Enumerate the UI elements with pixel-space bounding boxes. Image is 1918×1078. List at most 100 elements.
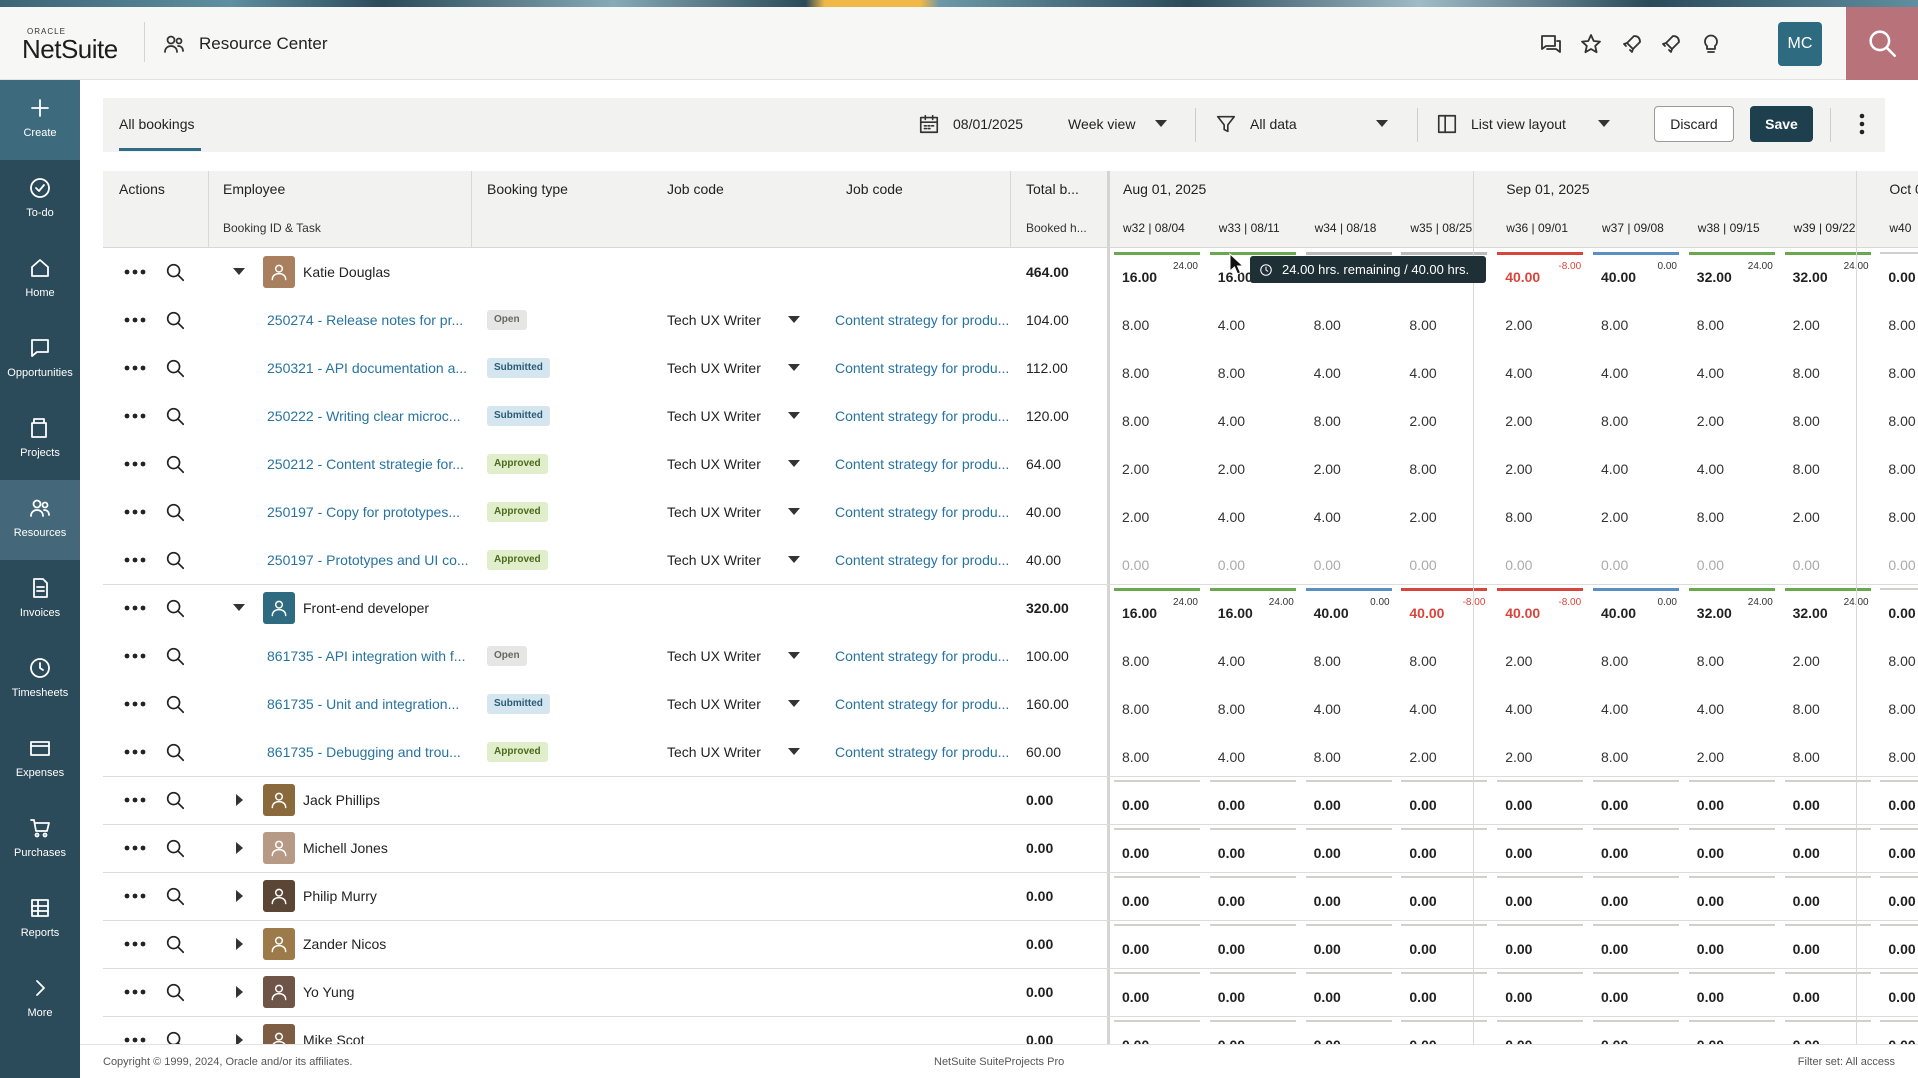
cell-value[interactable]: 4.00 [1313,365,1341,381]
more-actions[interactable] [123,604,147,612]
search-row[interactable] [164,357,186,379]
cell-value[interactable]: 0.00 [1601,557,1629,573]
job-code[interactable]: Content strategy for produ... [835,504,1010,520]
cell-value[interactable]: 4.00 [1409,701,1437,717]
cell-value[interactable]: 8.00 [1888,749,1916,765]
cell-value[interactable]: 8.00 [1217,365,1246,381]
booking-task[interactable]: 861735 - API integration with f... [267,648,466,664]
more-actions[interactable] [123,508,147,516]
employee-name[interactable]: Yo Yung [303,984,355,1000]
nav-icon[interactable] [28,176,52,200]
filter-select[interactable]: All data [1250,116,1297,132]
cell-value[interactable]: 8.00 [1888,461,1916,477]
cell-value[interactable]: 4.00 [1313,701,1341,717]
layout-select[interactable]: List view layout [1471,116,1566,132]
job-code[interactable]: Content strategy for produ... [835,696,1010,712]
cell-value[interactable]: 4.00 [1217,509,1246,525]
job-code[interactable]: Content strategy for produ... [835,456,1010,472]
cell-value[interactable]: 0.00 [1122,557,1150,573]
caret[interactable] [233,268,245,275]
cell-value[interactable]: 8.00 [1601,317,1629,333]
more-actions[interactable] [123,556,147,564]
search-row[interactable] [164,261,186,283]
cell-value[interactable]: 2.00 [1409,413,1437,429]
cell-value[interactable]: 4.00 [1217,749,1246,765]
nav-label[interactable]: Home [25,287,55,299]
nav-label[interactable]: Resources [13,527,67,539]
nav-icon[interactable] [28,816,52,840]
booking-task[interactable]: 250212 - Content strategie for... [267,456,464,472]
cell-value[interactable]: 0.00 [1888,557,1916,573]
booking-task[interactable]: 250197 - Prototypes and UI co... [267,552,469,568]
cell-value[interactable]: 2.00 [1696,413,1725,429]
cell-value[interactable]: 0.00 [1696,557,1725,573]
cell-value[interactable]: 4.00 [1601,461,1629,477]
more-actions[interactable] [123,460,147,468]
nav-icon[interactable] [28,736,52,760]
cell-value[interactable]: 0.00 [1217,557,1246,573]
discard-button[interactable]: Discard [1654,106,1734,142]
more-actions[interactable] [123,892,147,900]
booking-task[interactable]: 250274 - Release notes for pr... [267,312,464,328]
cell-value[interactable]: 2.00 [1217,461,1246,477]
caret[interactable] [788,748,800,755]
nav-label[interactable]: Reports [20,927,60,939]
cell-value[interactable]: 8.00 [1313,413,1341,429]
cell-value[interactable]: 0.00 [1792,557,1820,573]
nav-icon[interactable] [28,496,52,520]
cell-value[interactable]: 8.00 [1601,413,1629,429]
job-code[interactable]: Content strategy for produ... [835,408,1010,424]
search-row[interactable] [164,453,186,475]
cell-value[interactable]: 8.00 [1122,701,1150,717]
caret[interactable] [1598,120,1610,127]
nav-label[interactable]: To-do [26,207,54,219]
cell-value[interactable]: 2.00 [1792,653,1820,669]
save-button[interactable]: Save [1750,106,1813,142]
nav-label[interactable]: Opportunities [7,367,73,379]
employee-name[interactable]: Jack Phillips [303,792,381,808]
cell-value[interactable]: 8.00 [1792,701,1820,717]
caret[interactable] [788,364,800,371]
booking-task[interactable]: 861735 - Unit and integration... [267,696,460,712]
more-actions[interactable] [123,652,147,660]
caret[interactable] [788,316,800,323]
job-code[interactable]: Content strategy for produ... [835,552,1010,568]
caret[interactable] [236,890,243,902]
nav-icon[interactable] [28,976,52,1000]
booking-task[interactable]: 250197 - Copy for prototypes... [267,504,460,520]
job-code[interactable]: Content strategy for produ... [835,312,1010,328]
cell-value[interactable]: 4.00 [1217,317,1246,333]
cell-value[interactable]: 4.00 [1601,365,1629,381]
tab[interactable]: All bookings [119,116,195,132]
cell-value[interactable]: 4.00 [1217,413,1246,429]
employee-name[interactable]: Katie Douglas [303,264,391,280]
cell-value[interactable]: 8.00 [1888,653,1916,669]
caret[interactable] [788,700,800,707]
cell-value[interactable]: 8.00 [1313,653,1341,669]
cell-value[interactable]: 4.00 [1505,365,1533,381]
cell-value[interactable]: 8.00 [1696,317,1725,333]
cell-value[interactable]: 2.00 [1313,461,1341,477]
search-row[interactable] [164,693,186,715]
caret[interactable] [1155,120,1167,127]
cell-value[interactable]: 2.00 [1122,461,1150,477]
search-row[interactable] [164,837,186,859]
search-row[interactable] [164,645,186,667]
more-actions[interactable] [123,988,147,996]
cell-value[interactable]: 4.00 [1601,701,1629,717]
cell-value[interactable]: 2.00 [1505,749,1533,765]
cell-value[interactable]: 8.00 [1217,701,1246,717]
search-row[interactable] [164,549,186,571]
job-code[interactable]: Content strategy for produ... [835,360,1010,376]
search-row[interactable] [164,309,186,331]
caret[interactable] [1376,120,1388,127]
cell-value[interactable]: 8.00 [1122,413,1150,429]
job-code[interactable]: Content strategy for produ... [835,648,1010,664]
nav-label[interactable]: Create [23,127,57,139]
search-row[interactable] [164,933,186,955]
search-row[interactable] [164,501,186,523]
search-row[interactable] [164,597,186,619]
nav-label[interactable]: Projects [20,447,60,459]
cell-value[interactable]: 2.00 [1696,749,1725,765]
cell-value[interactable]: 4.00 [1409,365,1437,381]
